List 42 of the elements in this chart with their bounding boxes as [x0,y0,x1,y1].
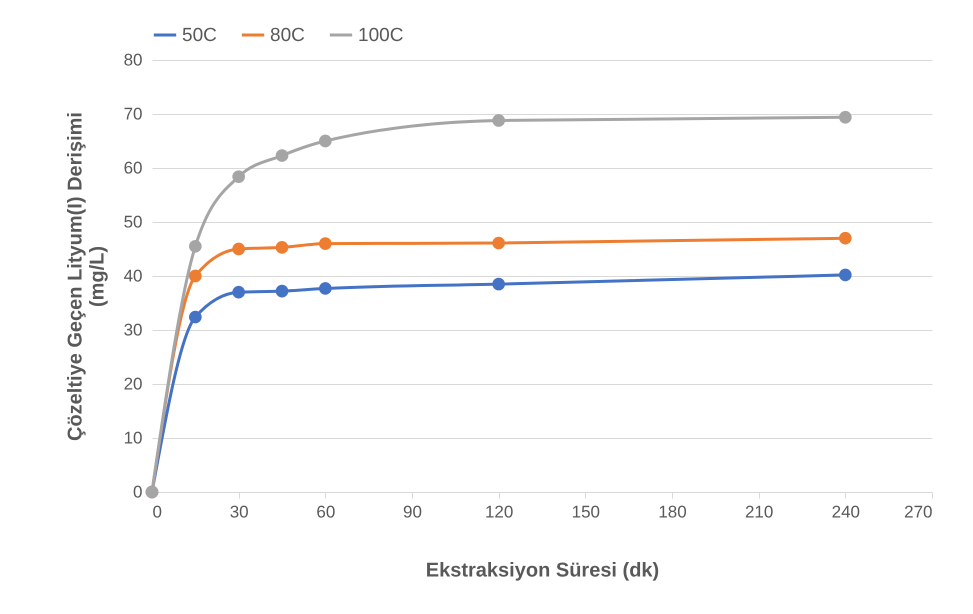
point [319,237,332,250]
y-tick-label: 70 [124,104,142,124]
point [276,284,288,298]
point [276,241,288,254]
point [189,270,202,282]
x-tick-label: 0 [152,502,162,522]
legend-label: 50C [182,25,217,46]
y-tick-label: 10 [124,428,142,448]
y-tick-label: 80 [124,50,142,70]
y-tick-label: 60 [124,158,142,178]
point [232,286,245,299]
y-axis-title: Çözeltiye Geçen Lityum(I) Derişimi (mg/L) [64,112,109,441]
y-tick-label: 20 [124,374,142,394]
x-axis-title: Ekstraksiyon Süresi (dk) [426,560,660,582]
point [276,149,288,162]
x-tick-label: 90 [403,502,422,522]
x-tick-label: 270 [904,502,932,522]
point [189,240,202,253]
x-tick-label: 60 [316,502,336,522]
point [492,236,505,250]
point [492,114,505,127]
point [839,110,852,124]
x-tick-label: 30 [230,502,249,522]
point [232,170,245,183]
legend-label: 80C [270,25,305,46]
x-tick-label: 210 [744,502,774,522]
y-tick-label: 50 [124,212,142,232]
point [319,282,332,295]
point [189,310,202,324]
point [232,242,245,256]
y-tick-label: 30 [124,320,142,340]
y-tick-label: 0 [133,482,142,502]
x-tick-label: 120 [484,502,514,522]
legend-label: 100C [358,25,404,46]
x-tick-label: 150 [572,502,600,522]
point [839,232,852,245]
y-tick-label: 40 [124,266,142,286]
x-tick-label: 240 [832,502,860,522]
x-tick-label: 180 [658,502,687,522]
point [319,134,332,148]
point [839,268,852,282]
point [492,278,505,290]
